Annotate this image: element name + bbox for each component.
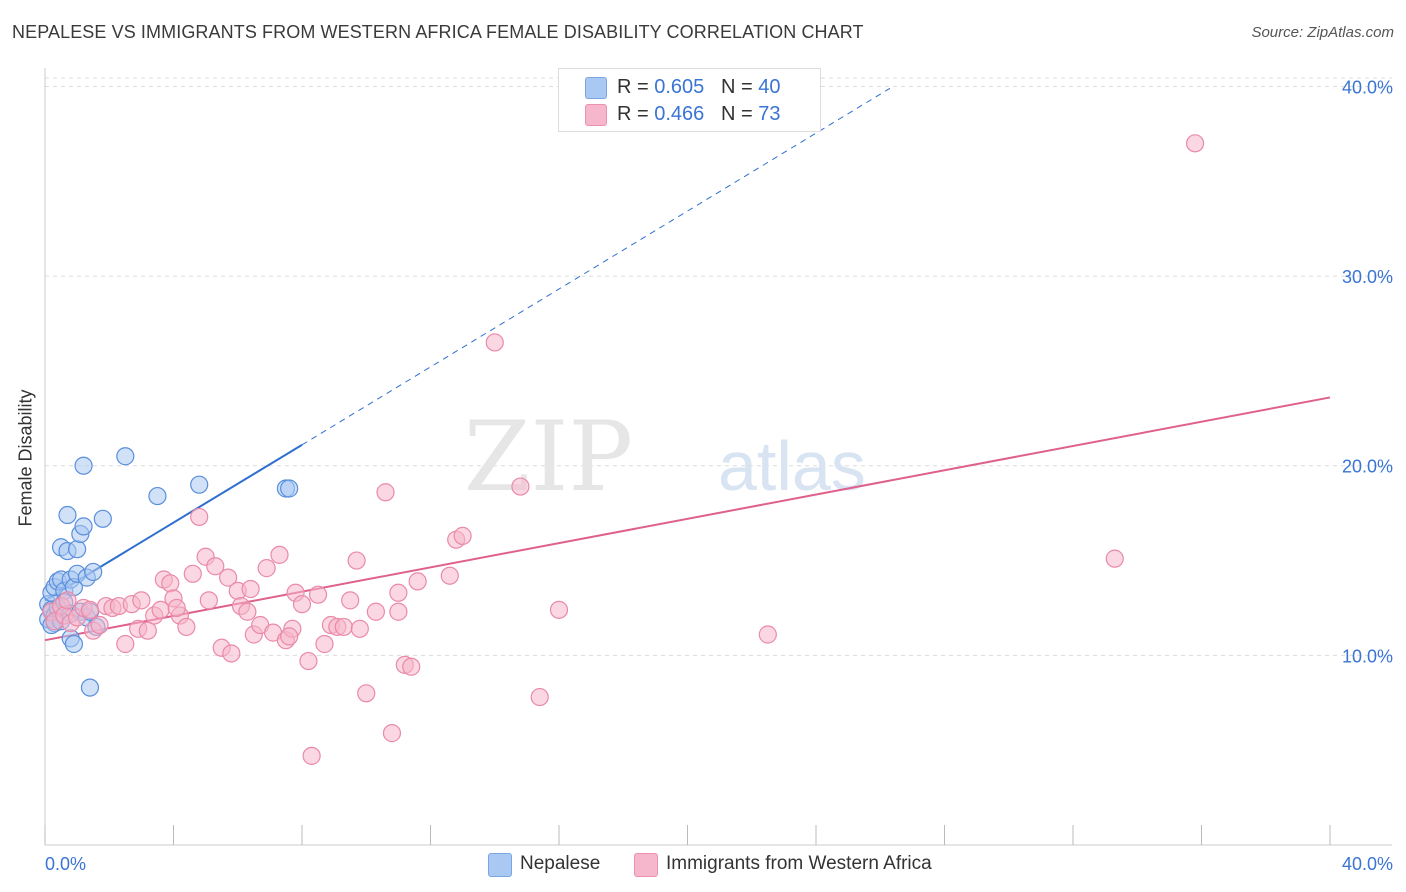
nepalese-point bbox=[280, 479, 299, 498]
nepalese-point bbox=[58, 505, 77, 525]
nepalese-point bbox=[64, 634, 84, 654]
legend-r-label: R = bbox=[617, 76, 655, 98]
nepalese-point bbox=[148, 486, 167, 506]
western-africa-point bbox=[347, 551, 366, 570]
western-africa-point bbox=[161, 574, 180, 593]
y-tick-label: 10.0% bbox=[1342, 646, 1393, 666]
western-africa-point bbox=[382, 724, 402, 743]
western-africa-point bbox=[58, 591, 77, 610]
western-africa-point bbox=[132, 591, 151, 610]
nepalese-point bbox=[84, 562, 103, 582]
western-africa-point bbox=[389, 602, 408, 621]
western-africa-point bbox=[167, 598, 186, 618]
western-africa-point bbox=[199, 591, 218, 610]
nepalese-point bbox=[68, 540, 87, 559]
correlation-legend: R = 0.605 N = 40 R = 0.466 N = 73 bbox=[558, 68, 821, 132]
nepalese-point bbox=[116, 447, 135, 466]
western-africa-point bbox=[357, 684, 376, 703]
western-africa-point bbox=[1185, 134, 1205, 153]
nepalese-point bbox=[190, 475, 209, 494]
western-africa-point bbox=[219, 568, 238, 587]
western-africa-point bbox=[90, 615, 109, 635]
western-africa-point bbox=[241, 579, 260, 599]
legend-label-western-africa: Immigrants from Western Africa bbox=[666, 853, 932, 874]
western-africa-point bbox=[238, 602, 257, 621]
trend-lines bbox=[44, 87, 1331, 642]
western-africa-point bbox=[758, 625, 777, 644]
gridlines bbox=[45, 77, 1392, 656]
legend-n-value: 40 bbox=[758, 76, 781, 98]
western-africa-point bbox=[308, 585, 328, 604]
western-africa-trend-line bbox=[44, 396, 1331, 642]
western-africa-point bbox=[222, 644, 241, 663]
source-credit: Source: ZipAtlas.com bbox=[1251, 24, 1394, 41]
western-africa-point bbox=[280, 627, 299, 646]
western-africa-point bbox=[511, 477, 530, 496]
western-africa-point bbox=[292, 595, 312, 614]
western-africa-point bbox=[315, 634, 334, 654]
legend-r-label: R = bbox=[617, 103, 655, 125]
x-tick-label: 40.0% bbox=[1342, 854, 1393, 874]
western-africa-point bbox=[440, 566, 459, 585]
western-africa-point bbox=[1105, 549, 1124, 568]
western-africa-point bbox=[138, 621, 157, 640]
legend-swatch-western-africa bbox=[634, 853, 658, 877]
western-africa-point bbox=[334, 617, 353, 637]
western-africa-point bbox=[177, 617, 196, 637]
western-africa-point bbox=[453, 526, 472, 545]
western-africa-point bbox=[530, 687, 549, 707]
x-tick-label: 0.0% bbox=[45, 854, 86, 874]
nepalese-point bbox=[74, 517, 93, 536]
western-africa-point bbox=[366, 602, 385, 621]
nepalese-point bbox=[80, 678, 100, 697]
western-africa-point bbox=[116, 634, 135, 654]
watermark: ZIP atlas bbox=[464, 401, 866, 513]
legend-swatch-nepalese bbox=[585, 77, 607, 99]
western-africa-point bbox=[350, 619, 369, 638]
y-axis-label: Female Disability bbox=[15, 389, 36, 527]
western-africa-point bbox=[80, 600, 100, 619]
legend-swatch-nepalese bbox=[488, 853, 512, 877]
western-africa-point bbox=[376, 483, 395, 502]
y-tick-label: 40.0% bbox=[1342, 77, 1393, 97]
western-africa-point bbox=[408, 572, 427, 591]
data-points bbox=[39, 134, 1205, 765]
western-africa-point bbox=[389, 583, 408, 602]
western-africa-point bbox=[302, 746, 321, 765]
western-africa-point bbox=[341, 591, 360, 610]
western-africa-point bbox=[183, 564, 202, 583]
tick-labels: 10.0% 20.0% 30.0% 40.0% 0.0% 40.0% bbox=[45, 77, 1393, 874]
western-africa-point bbox=[485, 333, 504, 352]
y-tick-label: 30.0% bbox=[1342, 267, 1393, 287]
nepalese-point bbox=[74, 456, 93, 475]
legend-n-value: 73 bbox=[758, 103, 781, 125]
western-africa-point bbox=[549, 600, 569, 619]
western-africa-point bbox=[270, 545, 289, 564]
legend-n-label: N = bbox=[720, 76, 759, 98]
legend-r-value: 0.605 bbox=[654, 76, 705, 98]
axes bbox=[44, 68, 1392, 846]
western-africa-point bbox=[402, 657, 421, 676]
legend-swatch-western-africa bbox=[585, 104, 607, 126]
western-africa-point bbox=[190, 507, 209, 527]
western-africa-point bbox=[206, 557, 225, 576]
western-africa-point bbox=[299, 651, 318, 671]
watermark-atlas: atlas bbox=[718, 427, 866, 505]
y-tick-label: 20.0% bbox=[1342, 457, 1393, 477]
watermark-zip: ZIP bbox=[464, 401, 633, 513]
nepalese-trend-extension bbox=[301, 87, 891, 446]
legend-label-nepalese: Nepalese bbox=[520, 853, 601, 874]
western-africa-point bbox=[257, 559, 276, 578]
nepalese-point bbox=[93, 509, 112, 528]
chart-title: NEPALESE VS IMMIGRANTS FROM WESTERN AFRI… bbox=[12, 22, 864, 42]
legend-r-value: 0.466 bbox=[654, 103, 705, 125]
legend-n-label: N = bbox=[720, 103, 759, 125]
